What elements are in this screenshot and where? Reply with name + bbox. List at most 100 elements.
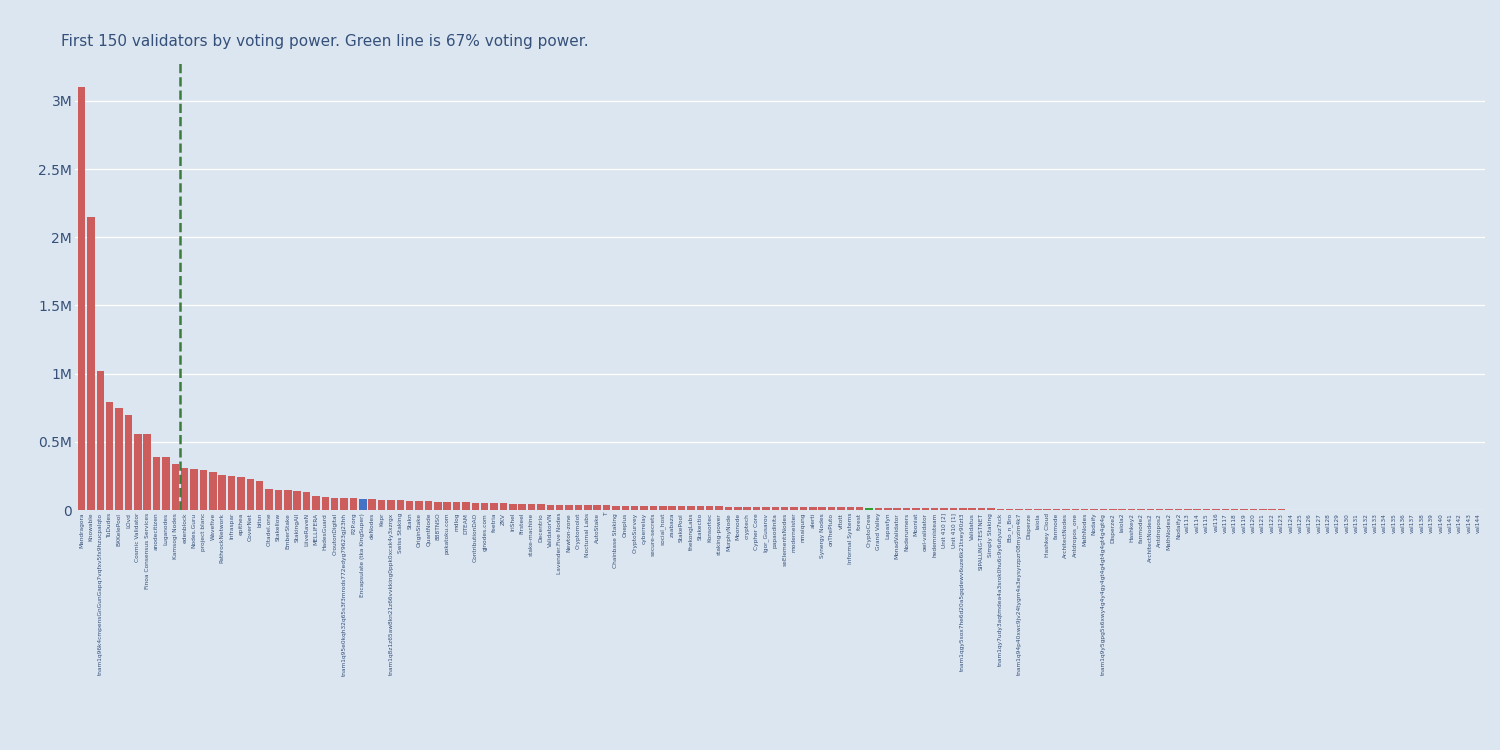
Bar <box>932 508 939 510</box>
Bar <box>1156 509 1164 510</box>
Bar <box>716 506 723 510</box>
Bar <box>378 500 386 510</box>
Bar <box>996 509 1004 510</box>
Text: First 150 validators by voting power. Green line is 67% voting power.: First 150 validators by voting power. Gr… <box>62 34 588 49</box>
Bar <box>162 457 170 510</box>
Bar <box>462 503 470 510</box>
Bar <box>950 509 957 510</box>
Bar <box>294 491 302 510</box>
Bar <box>574 505 582 510</box>
Bar <box>1090 509 1098 510</box>
Bar <box>396 500 404 510</box>
Bar <box>1016 509 1023 510</box>
Bar <box>78 87 86 510</box>
Bar <box>500 503 507 510</box>
Bar <box>303 492 310 510</box>
Bar <box>134 433 141 510</box>
Bar <box>958 509 966 510</box>
Bar <box>482 503 489 510</box>
Bar <box>1194 509 1202 510</box>
Bar <box>246 478 254 510</box>
Bar <box>621 506 628 510</box>
Bar <box>912 508 920 510</box>
Bar <box>358 499 366 510</box>
Bar <box>266 489 273 510</box>
Bar <box>124 415 132 510</box>
Bar <box>274 490 282 510</box>
Bar <box>312 496 320 510</box>
Bar <box>846 508 853 510</box>
Bar <box>1128 509 1136 510</box>
Bar <box>369 500 376 510</box>
Bar <box>790 507 798 510</box>
Bar <box>669 506 676 510</box>
Bar <box>987 509 994 510</box>
Bar <box>640 506 648 510</box>
Bar <box>509 504 516 510</box>
Bar <box>566 505 573 510</box>
Bar <box>519 504 526 510</box>
Bar <box>171 464 178 510</box>
Bar <box>1174 509 1182 510</box>
Bar <box>1044 509 1052 510</box>
Bar <box>865 508 873 510</box>
Bar <box>87 217 94 510</box>
Bar <box>632 506 639 510</box>
Bar <box>1053 509 1060 510</box>
Bar <box>256 482 264 510</box>
Bar <box>546 505 554 510</box>
Bar <box>321 497 328 510</box>
Bar <box>884 508 891 510</box>
Bar <box>753 507 760 510</box>
Bar <box>658 506 666 510</box>
Bar <box>874 508 882 510</box>
Bar <box>153 457 160 510</box>
Bar <box>200 470 207 510</box>
Bar <box>219 476 226 510</box>
Bar <box>284 490 291 510</box>
Bar <box>556 505 564 510</box>
Bar <box>537 505 544 510</box>
Bar <box>1100 509 1107 510</box>
Bar <box>744 507 752 510</box>
Bar <box>490 503 498 510</box>
Bar <box>687 506 694 510</box>
Bar <box>1146 509 1154 510</box>
Bar <box>416 501 423 510</box>
Bar <box>424 501 432 510</box>
Bar <box>1082 509 1089 510</box>
Bar <box>340 498 348 510</box>
Bar <box>894 508 902 510</box>
Bar <box>1071 509 1078 510</box>
Bar <box>819 507 827 510</box>
Bar <box>1034 509 1041 510</box>
Bar <box>1007 509 1014 510</box>
Bar <box>471 503 478 510</box>
Bar <box>771 507 778 510</box>
Bar <box>96 371 104 510</box>
Bar <box>978 509 986 510</box>
Bar <box>762 507 770 510</box>
Bar <box>837 507 844 510</box>
Bar <box>209 472 216 510</box>
Bar <box>1137 509 1144 510</box>
Bar <box>350 499 357 510</box>
Bar <box>433 502 441 510</box>
Bar <box>856 508 864 510</box>
Bar <box>1024 509 1032 510</box>
Bar <box>696 506 703 510</box>
Bar <box>969 509 976 510</box>
Bar <box>116 408 123 510</box>
Bar <box>706 506 714 510</box>
Bar <box>594 506 602 510</box>
Bar <box>1108 509 1116 510</box>
Bar <box>182 468 189 510</box>
Bar <box>800 507 807 510</box>
Bar <box>650 506 657 510</box>
Bar <box>453 502 460 510</box>
Bar <box>387 500 394 510</box>
Bar <box>678 506 686 510</box>
Bar <box>406 501 414 510</box>
Bar <box>190 469 198 510</box>
Bar <box>903 508 910 510</box>
